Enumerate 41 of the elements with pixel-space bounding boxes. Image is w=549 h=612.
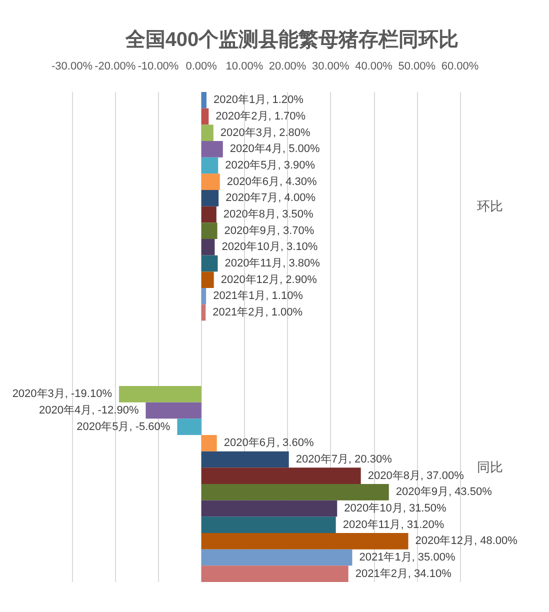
data-label: 2021年2月, 1.00% — [212, 306, 303, 318]
data-label: 2020年8月, 37.00% — [368, 470, 464, 482]
data-label: 2020年7月, 4.00% — [226, 192, 316, 204]
x-tick-label: 10.00% — [226, 60, 264, 72]
data-label: 2020年4月, 5.00% — [230, 143, 320, 156]
data-label: 2020年3月, -19.10% — [12, 388, 112, 400]
data-label: 2020年10月, 31.50% — [344, 502, 446, 514]
data-label: 2021年1月, 1.10% — [213, 290, 304, 302]
bar — [201, 92, 207, 108]
data-label: 2020年11月, 3.80% — [224, 258, 320, 270]
data-label: 2020年6月, 3.60% — [224, 437, 314, 450]
x-tick-label: 20.00% — [268, 60, 306, 72]
data-label: 2021年2月, 34.10% — [355, 568, 452, 580]
data-label: 2020年7月, 20.30% — [296, 454, 392, 466]
data-label: 2020年5月, 3.90% — [225, 160, 316, 172]
x-tick-label: 60.00% — [441, 60, 479, 72]
data-label: 2021年1月, 35.00% — [359, 552, 456, 564]
data-label: 2020年11月, 31.20% — [342, 518, 444, 531]
x-tick-label: 0.00% — [186, 60, 218, 72]
x-tick-label: 40.00% — [355, 60, 393, 72]
data-label: 2020年10月, 3.10% — [222, 241, 318, 254]
text: 同比 — [477, 460, 503, 475]
data-label: 2020年12月, 2.90% — [220, 274, 318, 286]
x-tick-label: 30.00% — [312, 60, 350, 72]
data-label: 2020年1月, 1.20% — [214, 94, 304, 106]
data-label: 2020年8月, 3.50% — [223, 208, 314, 220]
chart-title: 全国400个监测县能繁母猪存栏同环比 — [124, 28, 459, 51]
data-label: 2020年9月, 43.50% — [396, 486, 492, 498]
bar — [201, 108, 209, 125]
data-label: 2020年12月, 48.00% — [415, 535, 518, 548]
x-tick-label: -30.00% — [52, 60, 93, 72]
data-label: 2020年4月, -12.90% — [39, 404, 139, 416]
data-label: 2020年2月, 1.70% — [216, 110, 306, 122]
data-label: 2020年3月, 2.80% — [220, 126, 311, 139]
text: 环比 — [477, 198, 503, 214]
x-tick-label: -10.00% — [138, 60, 179, 72]
x-tick-label: 50.00% — [398, 60, 436, 72]
data-label: 2020年6月, 4.30% — [226, 176, 317, 188]
data-label: 2020年9月, 3.70% — [224, 224, 314, 237]
x-tick-label: -20.00% — [94, 60, 136, 72]
data-label: 2020年5月, -5.60% — [76, 420, 170, 433]
